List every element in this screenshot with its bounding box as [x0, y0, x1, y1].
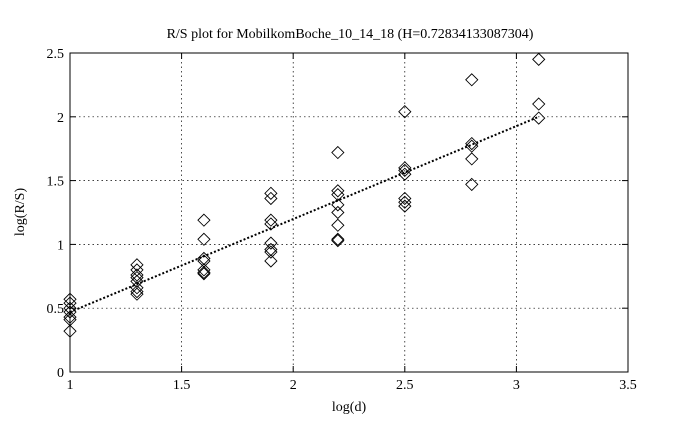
- y-tick-label: 2: [57, 111, 64, 126]
- x-tick-label: 3.5: [619, 378, 637, 393]
- y-tick-label: 1: [57, 238, 64, 253]
- data-point-marker: [331, 205, 345, 220]
- data-point-marker: [398, 161, 412, 175]
- fit-line: [69, 115, 540, 313]
- data-point-marker: [197, 263, 211, 277]
- data-point-marker: [197, 267, 211, 281]
- data-point-marker: [130, 284, 144, 299]
- data-point-marker: [130, 281, 144, 295]
- data-point-marker: [532, 97, 546, 111]
- data-points: [63, 52, 546, 338]
- data-point-marker: [331, 233, 345, 248]
- data-point-marker: [532, 111, 546, 125]
- data-point-marker: [331, 184, 345, 198]
- data-point-marker: [197, 265, 211, 280]
- data-point-marker: [130, 268, 144, 282]
- data-point-marker: [331, 218, 345, 232]
- x-tick-label: 1.5: [173, 378, 191, 393]
- x-tick-label: 2.5: [396, 378, 414, 393]
- data-point-marker: [197, 232, 211, 246]
- x-tick-label: 3: [513, 378, 520, 393]
- data-point-marker: [264, 191, 278, 206]
- data-point-marker: [331, 187, 345, 202]
- grid-lines: [70, 53, 628, 372]
- data-point-marker: [264, 213, 278, 227]
- data-point-marker: [398, 191, 412, 206]
- plot-frame: [69, 52, 629, 373]
- data-point-marker: [398, 199, 412, 213]
- data-point-marker: [130, 287, 144, 301]
- data-point-marker: [465, 136, 479, 151]
- y-tick-label: 0.5: [47, 302, 65, 317]
- data-point-marker: [398, 167, 412, 181]
- data-point-marker: [197, 213, 211, 227]
- data-point-marker: [130, 258, 144, 272]
- x-tick-labels: 1 1.5 2 2.5 3 3.5: [67, 378, 637, 393]
- y-tick-label: 1.5: [47, 175, 65, 190]
- data-point-marker: [130, 263, 144, 277]
- data-point-marker: [465, 177, 479, 192]
- data-point-marker: [264, 186, 278, 200]
- data-point-marker: [398, 163, 412, 178]
- data-point-marker: [465, 139, 479, 153]
- data-point-marker: [465, 73, 479, 87]
- fit-line-group: [69, 115, 540, 313]
- y-tick-label: 2.5: [47, 47, 65, 62]
- data-point-marker: [264, 217, 278, 231]
- data-point-marker: [130, 274, 144, 289]
- data-point-marker: [331, 198, 345, 212]
- data-point-marker: [465, 152, 479, 166]
- data-point-marker: [264, 245, 278, 259]
- data-point-marker: [331, 232, 345, 246]
- data-point-marker: [130, 270, 144, 285]
- y-axis-label: log(R/S): [13, 188, 28, 237]
- y-tick-label: 0: [57, 366, 64, 381]
- chart-title: R/S plot for MobilkomBoche_10_14_18 (H=0…: [167, 27, 534, 42]
- x-tick-label: 1: [67, 378, 74, 393]
- y-tick-labels: 0 0.5 1 1.5 2 2.5: [47, 47, 65, 381]
- x-tick-label: 2: [290, 378, 297, 393]
- data-point-marker: [398, 105, 412, 119]
- axis-ticks: [69, 52, 629, 373]
- data-point-marker: [331, 145, 345, 160]
- data-point-marker: [264, 236, 278, 250]
- data-point-marker: [532, 52, 546, 67]
- data-point-marker: [264, 254, 278, 268]
- x-axis-label: log(d): [332, 400, 367, 415]
- data-point-marker: [398, 195, 412, 209]
